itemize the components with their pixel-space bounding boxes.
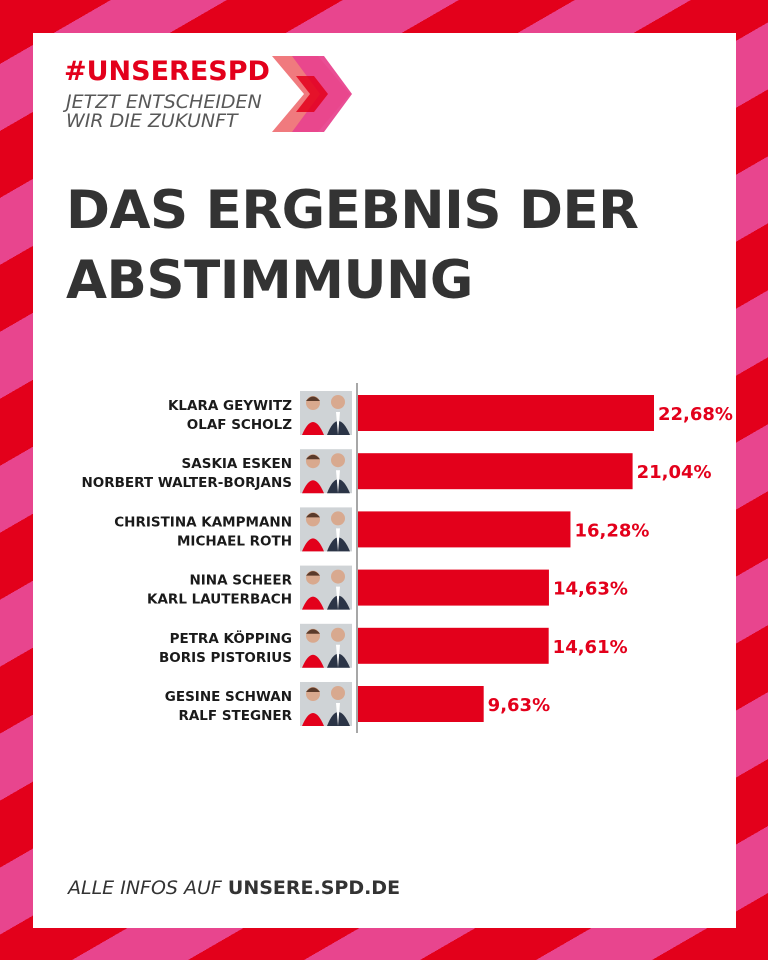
hashtag-logo-text: #UNSERESPD: [64, 56, 270, 87]
value-label-1: 22,68%: [658, 404, 733, 425]
footer-lead-text: ALLE INFOS AUF: [68, 877, 228, 899]
category-label-5-line-1: PETRA KÖPPING: [170, 629, 292, 647]
footer: ALLE INFOS AUF UNSERE.SPD.DE: [68, 876, 400, 900]
category-label-2-line-2: NORBERT WALTER-BORJANS: [81, 475, 292, 491]
headline-line-2: ABSTIMMUNG: [66, 250, 473, 311]
bar-6: [358, 686, 484, 722]
candidate-photo-5: [300, 623, 352, 668]
bar-5: [358, 627, 549, 664]
value-label-2: 21,04%: [637, 462, 712, 483]
bar-2: [358, 453, 633, 490]
candidate-photo-2: [300, 449, 352, 494]
candidate-photo-4: [300, 565, 352, 610]
candidate-photo-1: [300, 391, 352, 435]
category-label-3-line-1: CHRISTINA KAMPMANN: [114, 514, 292, 530]
category-label-4-line-1: NINA SCHEER: [189, 573, 292, 589]
headline-line-1: DAS ERGEBNIS DER: [66, 180, 639, 241]
category-label-3-line-2: MICHAEL ROTH: [177, 533, 292, 549]
category-label-6-line-2: RALF STEGNER: [178, 708, 292, 724]
bar-1: [358, 395, 654, 431]
bar-3: [358, 511, 571, 548]
category-label-2-line-1: SASKIA ESKEN: [182, 456, 292, 472]
candidate-photo-6: [300, 682, 352, 726]
value-label-5: 14,61%: [553, 637, 628, 658]
category-label-4-line-2: KARL LAUTERBACH: [147, 592, 292, 608]
category-label-6-line-1: GESINE SCHWAN: [165, 689, 292, 705]
category-label-1-line-2: OLAF SCHOLZ: [187, 417, 292, 433]
candidate-photo-3: [300, 507, 352, 552]
spd-heart-logo-icon: [272, 56, 352, 132]
bar-4: [358, 569, 549, 606]
value-label-3: 16,28%: [574, 520, 649, 541]
value-label-6: 9,63%: [488, 695, 550, 716]
claim-line-1: JETZT ENTSCHEIDEN: [66, 91, 262, 113]
category-label-1-line-1: KLARA GEYWITZ: [168, 398, 292, 414]
claim-line-2: WIR DIE ZUKUNFT: [66, 110, 238, 132]
value-label-4: 14,63%: [553, 579, 628, 600]
category-label-5-line-2: BORIS PISTORIUS: [159, 650, 292, 666]
footer-url-link[interactable]: UNSERE.SPD.DE: [227, 877, 401, 899]
